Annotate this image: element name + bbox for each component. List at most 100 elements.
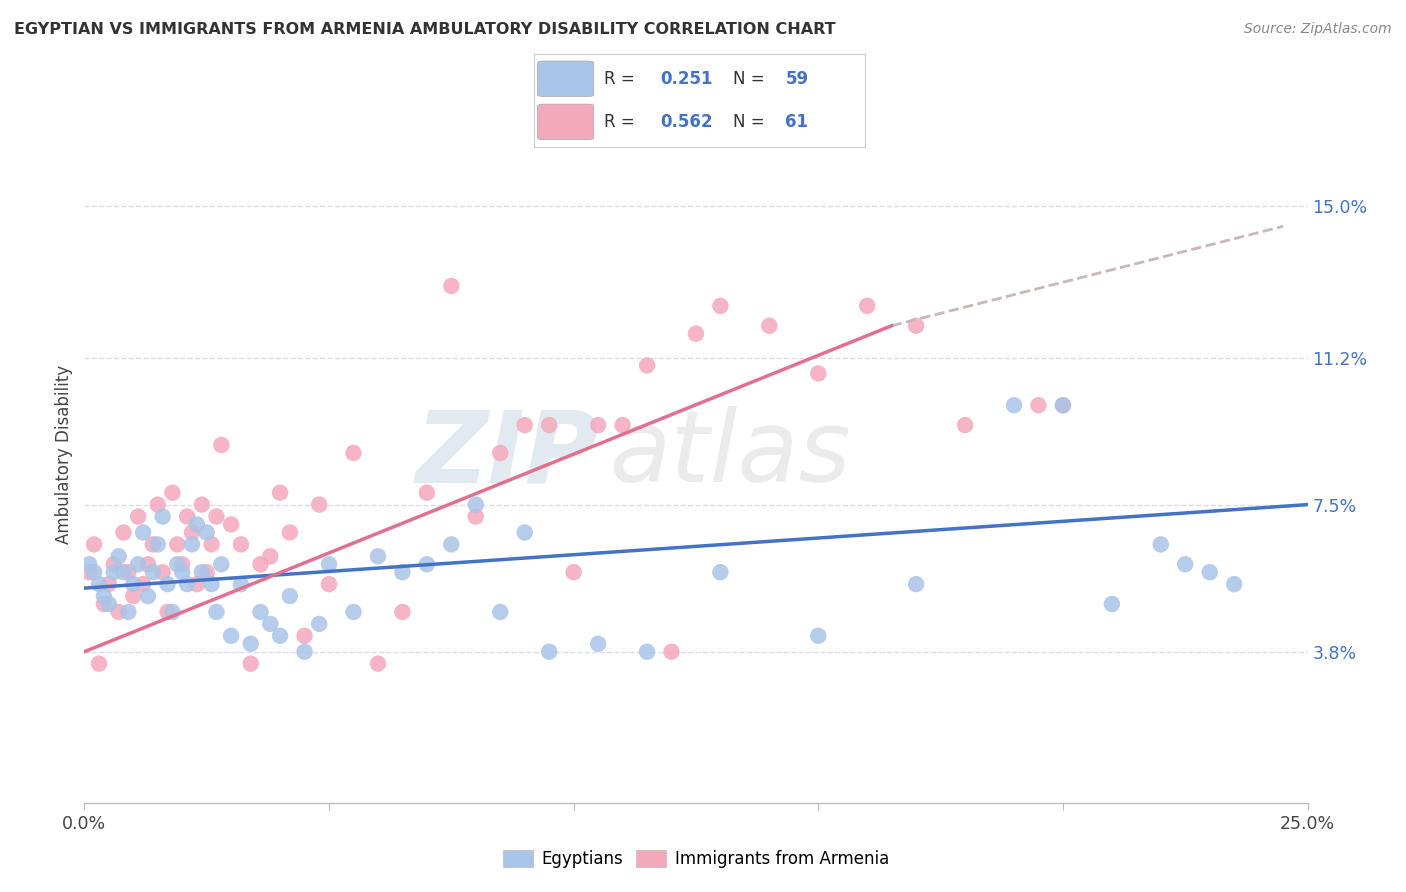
Point <box>186 577 208 591</box>
Point <box>308 498 330 512</box>
Point <box>391 565 413 579</box>
Point <box>1052 398 1074 412</box>
Point <box>905 318 928 333</box>
Point <box>83 565 105 579</box>
Point <box>440 279 463 293</box>
Point <box>209 558 232 572</box>
Point <box>117 565 139 579</box>
Point <box>1174 558 1197 572</box>
Point <box>513 418 536 433</box>
Point <box>136 589 159 603</box>
Point <box>93 597 115 611</box>
Point <box>181 525 204 540</box>
Point <box>166 558 188 572</box>
Point <box>807 367 830 381</box>
Point <box>661 645 683 659</box>
Text: R =: R = <box>603 113 640 131</box>
Point <box>1002 398 1025 412</box>
Point <box>219 517 242 532</box>
Point <box>93 589 115 603</box>
Point <box>367 549 389 564</box>
Point <box>191 565 214 579</box>
Point <box>464 509 486 524</box>
Point <box>127 509 149 524</box>
Legend: Egyptians, Immigrants from Armenia: Egyptians, Immigrants from Armenia <box>496 843 896 874</box>
Point <box>1198 565 1220 579</box>
Point <box>294 645 316 659</box>
Point <box>229 577 252 591</box>
Point <box>953 418 976 433</box>
Point <box>416 558 439 572</box>
Point <box>77 558 100 572</box>
Point <box>132 525 155 540</box>
Point <box>146 537 169 551</box>
Point <box>416 485 439 500</box>
Point <box>278 525 301 540</box>
Point <box>107 605 129 619</box>
Point <box>97 597 120 611</box>
Point <box>142 537 165 551</box>
Point <box>87 657 110 671</box>
Point <box>249 558 271 572</box>
Point <box>239 657 262 671</box>
Point <box>195 565 218 579</box>
Point <box>1223 577 1246 591</box>
Point <box>127 558 149 572</box>
Text: 0.251: 0.251 <box>659 70 713 87</box>
Point <box>489 605 512 619</box>
Point <box>191 498 214 512</box>
Point <box>342 605 364 619</box>
Point <box>269 485 291 500</box>
Point <box>209 438 232 452</box>
Point <box>176 509 198 524</box>
Point <box>278 589 301 603</box>
Point <box>464 498 486 512</box>
Text: 59: 59 <box>786 70 808 87</box>
Point <box>538 418 561 433</box>
Point <box>107 549 129 564</box>
Point <box>1150 537 1173 551</box>
Point <box>440 537 463 551</box>
Point <box>112 525 135 540</box>
Point <box>807 629 830 643</box>
Point <box>83 537 105 551</box>
Point <box>489 446 512 460</box>
Point <box>186 517 208 532</box>
Text: ZIP: ZIP <box>415 407 598 503</box>
Point <box>152 509 174 524</box>
Text: Source: ZipAtlas.com: Source: ZipAtlas.com <box>1244 22 1392 37</box>
Point <box>200 577 222 591</box>
Point <box>200 537 222 551</box>
Point <box>166 537 188 551</box>
Point <box>142 565 165 579</box>
Point <box>136 558 159 572</box>
Point <box>162 485 184 500</box>
Point <box>195 525 218 540</box>
Text: 61: 61 <box>786 113 808 131</box>
Point <box>1052 398 1074 412</box>
Point <box>162 605 184 619</box>
Point <box>562 565 585 579</box>
Point <box>685 326 707 341</box>
Text: 0.562: 0.562 <box>659 113 713 131</box>
Point <box>152 565 174 579</box>
Point <box>513 525 536 540</box>
Point <box>342 446 364 460</box>
Point <box>122 589 145 603</box>
Point <box>122 577 145 591</box>
Point <box>117 605 139 619</box>
Point <box>612 418 634 433</box>
Point <box>239 637 262 651</box>
Point <box>172 565 194 579</box>
Point <box>318 558 340 572</box>
Point <box>1101 597 1123 611</box>
Point <box>709 565 731 579</box>
Point <box>103 565 125 579</box>
Point <box>538 645 561 659</box>
Point <box>1028 398 1050 412</box>
FancyBboxPatch shape <box>537 61 593 96</box>
Text: R =: R = <box>603 70 640 87</box>
Point <box>259 616 281 631</box>
Point <box>758 318 780 333</box>
Point <box>112 565 135 579</box>
